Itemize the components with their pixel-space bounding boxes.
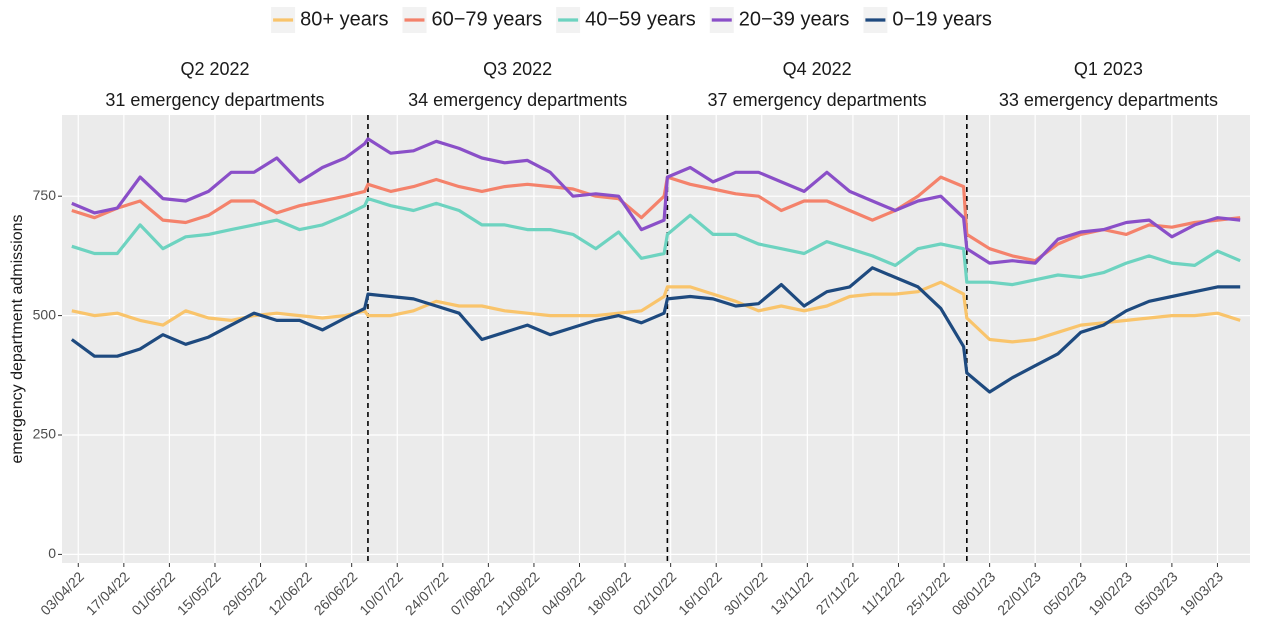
- x-tick-label: 15/05/22: [174, 568, 224, 618]
- x-tick-label: 19/03/23: [1176, 568, 1226, 618]
- x-tick-label: 18/09/22: [584, 568, 634, 618]
- facet-title: Q2 2022: [180, 59, 249, 79]
- x-tick-label: 19/02/23: [1085, 568, 1135, 618]
- y-tick-label: 0: [48, 545, 56, 561]
- facet-subtitle: 37 emergency departments: [708, 90, 927, 110]
- series-line: [71, 137, 1241, 265]
- x-tick-label: 05/03/23: [1131, 568, 1181, 618]
- x-tick-label: 07/08/22: [447, 568, 497, 618]
- legend: 80+ years 60−79 years 40−59 years 20−39 yea…: [271, 7, 992, 33]
- x-tick-label: 22/01/23: [994, 568, 1044, 618]
- facet-title: Q4 2022: [783, 59, 852, 79]
- x-tick-label: 12/06/22: [265, 568, 315, 618]
- x-tick-label: 25/12/22: [903, 568, 953, 618]
- y-tick-label: 750: [33, 187, 57, 203]
- x-tick-label: 27/11/22: [813, 568, 862, 617]
- x-tick-label: 30/10/22: [721, 568, 771, 618]
- facet-title: Q3 2022: [483, 59, 552, 79]
- x-tick-label: 24/07/22: [402, 568, 452, 618]
- x-tick-label: 17/04/22: [83, 568, 133, 618]
- y-tick-label: 250: [33, 426, 57, 442]
- x-tick-label: 01/05/22: [128, 568, 178, 618]
- facet-subtitle: 34 emergency departments: [408, 90, 627, 110]
- x-tick-label: 13/11/22: [767, 568, 816, 617]
- facet-subtitle: 31 emergency departments: [105, 90, 324, 110]
- legend-label: 60−79 years: [431, 8, 542, 30]
- x-tick-label: 10/07/22: [356, 568, 406, 618]
- legend-label: 20−39 years: [739, 8, 850, 30]
- y-tick-label: 500: [33, 306, 57, 322]
- x-tick-label: 16/10/22: [675, 568, 725, 618]
- series-line: [71, 280, 1241, 344]
- legend-label: 40−59 years: [585, 8, 696, 30]
- series-line: [71, 197, 1241, 287]
- facet-title: Q1 2023: [1074, 59, 1143, 79]
- x-tick-label: 08/01/23: [949, 568, 999, 618]
- legend-label: 0−19 years: [892, 8, 992, 30]
- facet-subtitle: 33 emergency departments: [999, 90, 1218, 110]
- x-tick-label: 29/05/22: [219, 568, 269, 618]
- x-tick-label: 11/12/22: [858, 568, 907, 617]
- series-line: [71, 175, 1241, 263]
- x-tick-label: 21/08/22: [493, 568, 543, 618]
- x-tick-label: 04/09/22: [538, 568, 588, 618]
- x-tick-label: 05/02/23: [1040, 568, 1090, 618]
- series-line: [70, 266, 1241, 394]
- x-tick-label: 26/06/22: [311, 568, 361, 618]
- y-axis-label: emergency department admissions: [9, 214, 26, 463]
- legend-label: 80+ years: [300, 8, 388, 30]
- x-tick-label: 02/10/22: [630, 568, 680, 618]
- x-tick-label: 03/04/22: [37, 568, 87, 618]
